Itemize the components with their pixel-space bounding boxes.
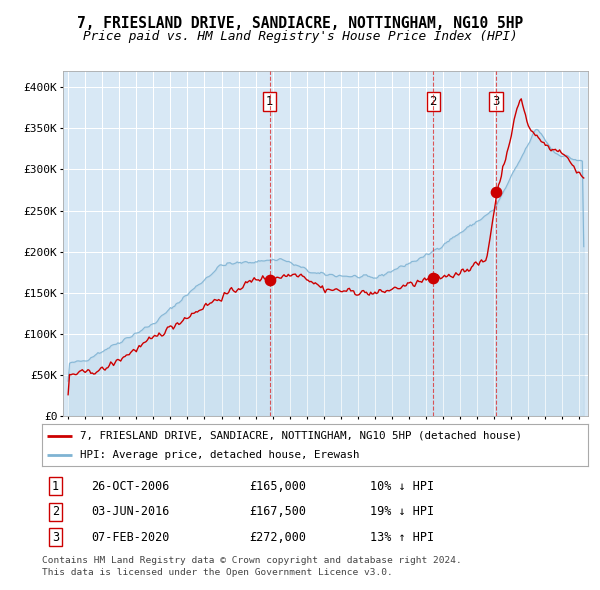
- Text: 03-JUN-2016: 03-JUN-2016: [91, 505, 170, 519]
- Text: 10% ↓ HPI: 10% ↓ HPI: [370, 480, 434, 493]
- Text: 13% ↑ HPI: 13% ↑ HPI: [370, 531, 434, 544]
- Text: 3: 3: [492, 96, 500, 109]
- Text: 7, FRIESLAND DRIVE, SANDIACRE, NOTTINGHAM, NG10 5HP (detached house): 7, FRIESLAND DRIVE, SANDIACRE, NOTTINGHA…: [80, 431, 522, 441]
- Text: 1: 1: [52, 480, 59, 493]
- Text: 19% ↓ HPI: 19% ↓ HPI: [370, 505, 434, 519]
- Text: This data is licensed under the Open Government Licence v3.0.: This data is licensed under the Open Gov…: [42, 568, 393, 577]
- Text: £165,000: £165,000: [250, 480, 307, 493]
- Text: £167,500: £167,500: [250, 505, 307, 519]
- Text: 7, FRIESLAND DRIVE, SANDIACRE, NOTTINGHAM, NG10 5HP: 7, FRIESLAND DRIVE, SANDIACRE, NOTTINGHA…: [77, 16, 523, 31]
- Text: 1: 1: [266, 96, 274, 109]
- Text: 3: 3: [52, 531, 59, 544]
- Text: 07-FEB-2020: 07-FEB-2020: [91, 531, 170, 544]
- Text: HPI: Average price, detached house, Erewash: HPI: Average price, detached house, Erew…: [80, 451, 360, 460]
- Text: Contains HM Land Registry data © Crown copyright and database right 2024.: Contains HM Land Registry data © Crown c…: [42, 556, 462, 565]
- Point: [428, 274, 438, 283]
- Point: [491, 188, 501, 197]
- Point: [265, 276, 274, 285]
- Text: £272,000: £272,000: [250, 531, 307, 544]
- Text: 26-OCT-2006: 26-OCT-2006: [91, 480, 170, 493]
- Text: Price paid vs. HM Land Registry's House Price Index (HPI): Price paid vs. HM Land Registry's House …: [83, 30, 517, 43]
- Text: 2: 2: [52, 505, 59, 519]
- Text: 2: 2: [430, 96, 437, 109]
